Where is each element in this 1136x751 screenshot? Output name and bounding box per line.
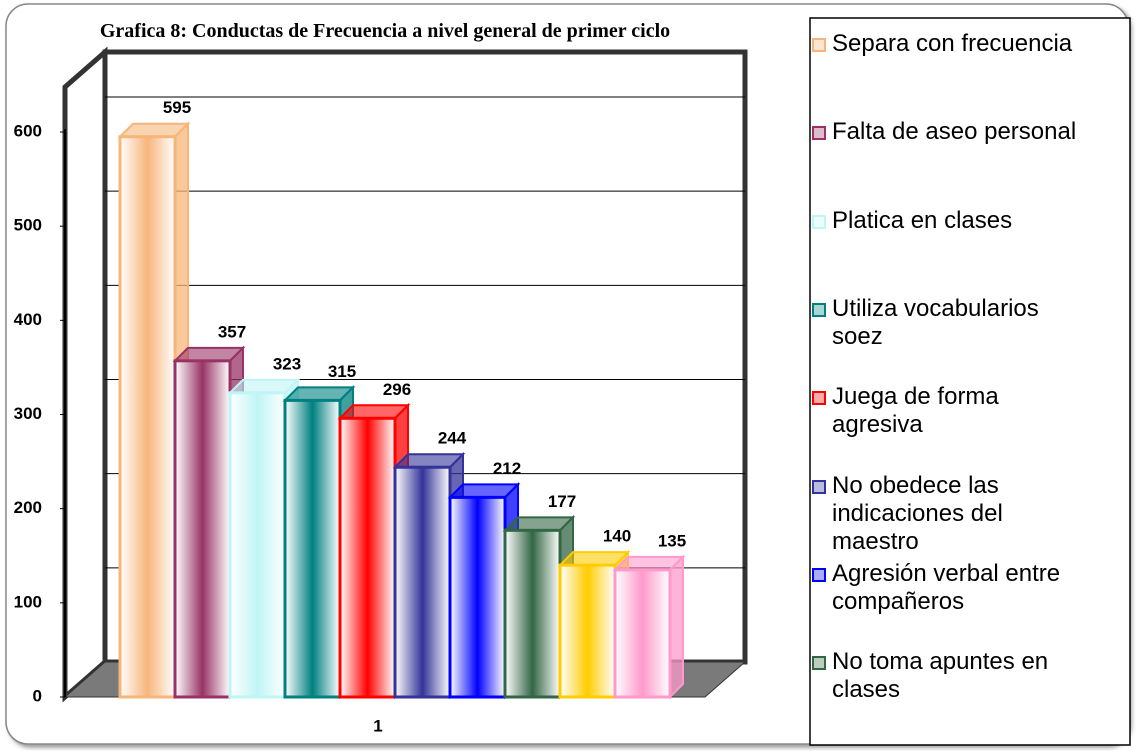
legend-entry: No toma apuntes en clases	[812, 648, 1087, 704]
bar	[393, 465, 452, 699]
x-tick-label: 1	[373, 716, 382, 735]
data-label: 357	[218, 322, 246, 341]
data-label: 296	[383, 380, 411, 399]
legend-swatch	[812, 656, 826, 670]
bar-top	[282, 386, 356, 402]
bar	[503, 528, 562, 699]
legend-label: Separa con frecuencia	[832, 30, 1073, 57]
bar-top	[117, 122, 191, 138]
data-label: 315	[328, 362, 356, 381]
legend-label: Platica en clases	[832, 207, 1013, 234]
legend-entry: No obedece las indicaciones del maestro	[812, 472, 1087, 556]
bar	[228, 391, 287, 699]
bar	[118, 135, 177, 699]
bar	[283, 398, 342, 699]
y-tick-label: 0	[33, 686, 42, 705]
legend-entry: Separa con frecuencia	[812, 30, 1087, 58]
bar	[613, 568, 672, 699]
side-wall	[62, 46, 108, 703]
legend-entry: Utiliza vocabularios soez	[812, 295, 1087, 351]
legend-swatch	[812, 568, 826, 582]
legend-label: Agresión verbal entre compañeros	[832, 560, 1061, 615]
data-label: 135	[658, 531, 686, 550]
y-tick-label: 500	[14, 216, 42, 235]
y-tick-label: 600	[14, 121, 42, 140]
bar-side	[669, 554, 684, 700]
bar-top	[447, 483, 521, 499]
legend-label: Utiliza vocabularios soez	[832, 295, 1039, 350]
legend-swatch	[812, 38, 826, 52]
data-label: 595	[163, 98, 191, 117]
y-tick-label: 100	[14, 592, 42, 611]
legend-box	[809, 17, 1131, 746]
bar-top	[612, 555, 686, 571]
legend-entry: Platica en clases	[812, 207, 1087, 235]
data-label: 244	[438, 429, 467, 448]
data-label: 323	[273, 354, 301, 373]
bar	[558, 563, 617, 699]
bar-top	[227, 378, 301, 394]
legend-swatch	[812, 391, 826, 405]
chart-title: Grafica 8: Conductas de Frecuencia a niv…	[99, 20, 671, 42]
y-tick-label: 300	[14, 404, 42, 423]
data-label: 212	[493, 459, 521, 478]
legend-swatch	[812, 303, 826, 317]
legend-entry: Agresión verbal entre compañeros	[812, 560, 1087, 616]
legend-swatch	[812, 480, 826, 494]
data-label: 140	[603, 527, 631, 546]
bar	[338, 416, 397, 699]
legend-swatch	[812, 126, 826, 140]
bar-top	[392, 453, 466, 469]
legend-swatch	[812, 215, 826, 229]
y-tick-label: 200	[14, 498, 42, 517]
data-label: 177	[548, 492, 576, 511]
bar-top	[502, 516, 576, 532]
bar	[173, 359, 232, 699]
legend-entry: Falta de aseo personal	[812, 118, 1087, 146]
legend-entry: Juega de forma agresiva	[812, 383, 1087, 439]
y-tick-label: 400	[14, 310, 42, 329]
legend-label: Falta de aseo personal	[832, 118, 1077, 145]
legend-label: No toma apuntes en clases	[832, 648, 1049, 703]
bar-top	[557, 551, 631, 567]
bar-top	[172, 346, 246, 362]
legend-label: No obedece las indicaciones del maestro	[832, 472, 1003, 555]
bar-top	[337, 404, 411, 420]
legend-label: Juega de forma agresiva	[832, 383, 999, 438]
bar	[448, 495, 507, 699]
